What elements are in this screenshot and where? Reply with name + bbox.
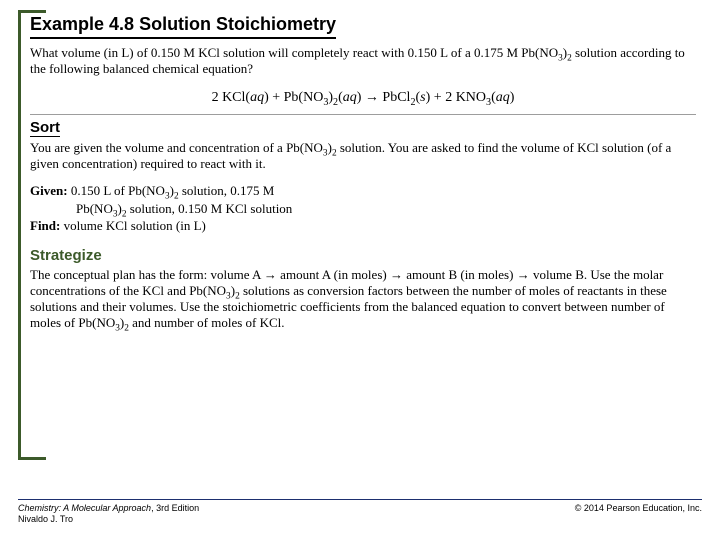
content-bracket [18,10,28,460]
eq-coef-2: 2 [445,90,452,105]
balanced-equation: 2 KCl(aq) + Pb(NO3)2(aq) → PbCl2(s) + 2 … [30,88,696,106]
problem-statement: What volume (in L) of 0.150 M KCl soluti… [30,45,696,78]
eq-plus-2: + [434,90,442,105]
footer: Chemistry: A Molecular Approach, 3rd Edi… [18,503,702,526]
strategize-heading: Strategize [30,247,102,264]
eq-plus-1: + [272,90,280,105]
eq-arrow: → [365,88,379,104]
sort-text: You are given the volume and concentrati… [30,140,696,173]
author-name: Nivaldo J. Tro [18,514,199,526]
copyright: © 2014 Pearson Education, Inc. [575,503,702,513]
find-line: volume KCl solution (in L) [64,218,206,233]
bracket-bottom-notch [28,457,46,460]
given-line-2: Pb(NO3)2 solution, 0.150 M KCl solution [30,200,696,218]
example-title: Example 4.8 Solution Stoichiometry [30,14,336,39]
divider-1 [30,114,696,115]
eq-coef-1: 2 [212,90,219,105]
find-label: Find: [30,218,60,233]
given-label: Given: [30,183,68,198]
book-edition: , 3rd Edition [151,503,199,513]
page-content: Example 4.8 Solution Stoichiometry What … [0,0,720,332]
given-find-block: Given: 0.150 L of Pb(NO3)2 solution, 0.1… [30,182,696,235]
strategize-text: The conceptual plan has the form: volume… [30,267,696,332]
footer-left: Chemistry: A Molecular Approach, 3rd Edi… [18,503,199,526]
book-title: Chemistry: A Molecular Approach [18,503,151,513]
footer-rule [18,499,702,500]
bracket-top-notch [28,10,46,13]
sort-heading: Sort [30,119,60,137]
